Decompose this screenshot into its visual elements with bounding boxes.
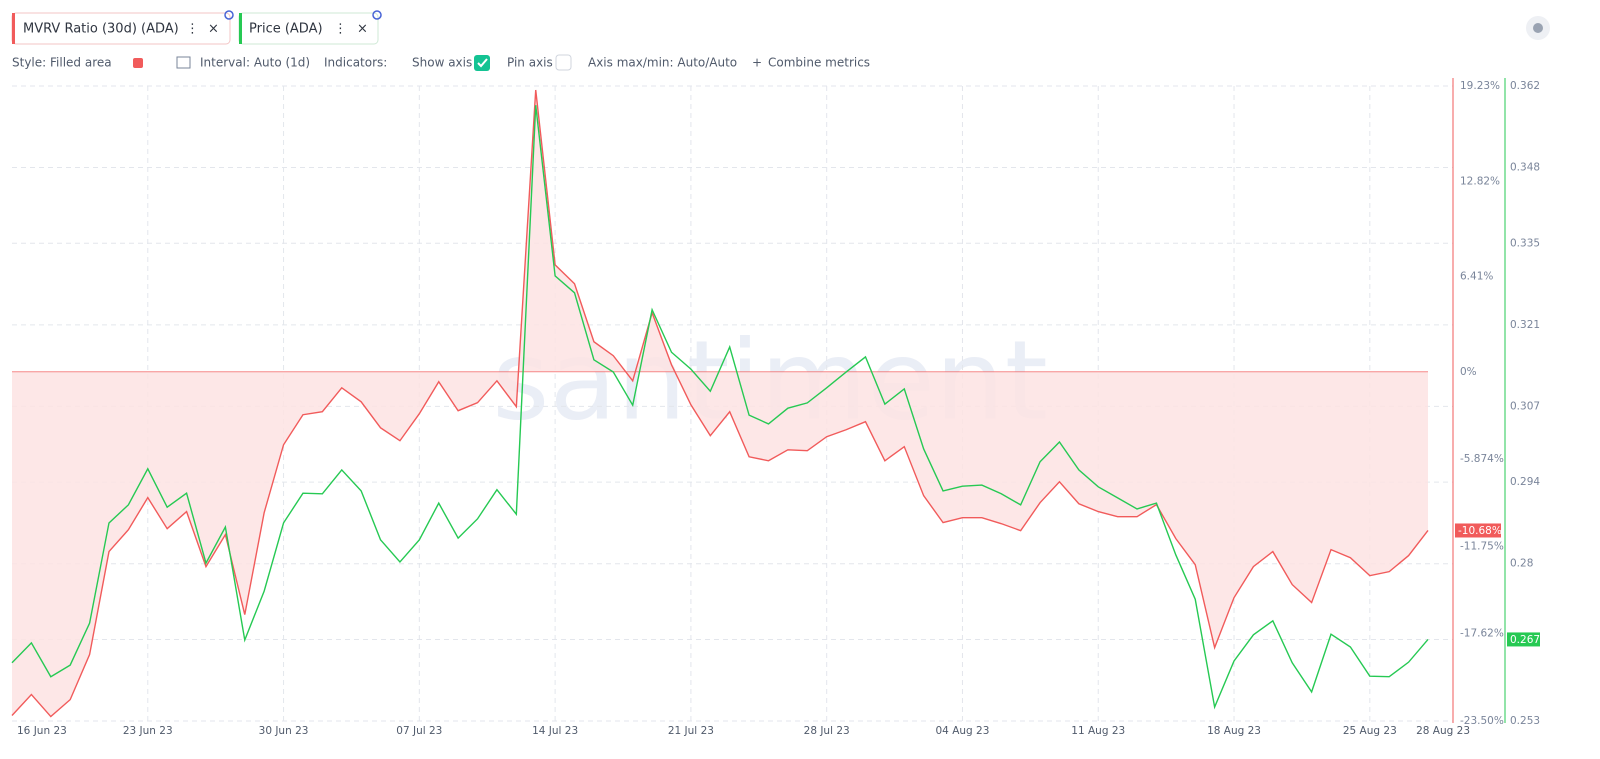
pin-axis-checkbox[interactable] — [555, 54, 572, 71]
show-axis-checkbox[interactable] — [474, 55, 490, 71]
y2-tick-label: 0.321 — [1510, 319, 1540, 331]
x-tick-label: 07 Jul 23 — [396, 725, 442, 737]
current-value-badge — [1507, 632, 1540, 647]
plus-icon: + — [752, 56, 762, 70]
settings-icon[interactable] — [372, 10, 382, 20]
y2-tick-label: 0.294 — [1510, 476, 1540, 488]
chip-close[interactable]: × — [357, 22, 368, 37]
y-tick-label: -5.874% — [1460, 453, 1504, 465]
y-tick-label: 12.82% — [1460, 175, 1500, 187]
series-line — [11, 89, 1429, 718]
x-tick-label: 16 Jun 23 — [17, 725, 67, 737]
x-tick-label: 18 Aug 23 — [1207, 725, 1261, 737]
current-value-label: 0.267 — [1510, 634, 1540, 646]
y2-tick-label: 0.348 — [1510, 162, 1540, 174]
pin-axis-label[interactable]: Pin axis — [507, 56, 553, 70]
x-tick-label: 11 Aug 23 — [1071, 725, 1125, 737]
y-tick-label: -23.50% — [1460, 715, 1504, 727]
y-tick-label: -11.75% — [1460, 540, 1504, 552]
x-tick-label: 30 Jun 23 — [259, 725, 309, 737]
check-mark — [477, 58, 488, 68]
area-fill — [12, 90, 1428, 717]
x-tick-label: 23 Jun 23 — [123, 725, 173, 737]
y-tick-label: 0% — [1460, 366, 1477, 378]
current-value-badge — [1455, 523, 1501, 538]
chip-menu[interactable]: ⋮ — [186, 22, 199, 37]
show-axis-label[interactable]: Show axis — [412, 56, 472, 70]
y2-tick-label: 0.335 — [1510, 237, 1540, 249]
y2-tick-label: 0.307 — [1510, 400, 1540, 412]
combine-metrics[interactable]: Combine metrics — [768, 56, 870, 70]
y2-tick-label: 0.253 — [1510, 715, 1540, 727]
x-tick-label: 28 Aug 23 — [1416, 725, 1470, 737]
chip-label: Price (ADA) — [249, 22, 323, 37]
indicators-select[interactable]: Indicators: — [324, 56, 387, 70]
chip-close[interactable]: × — [208, 22, 219, 37]
x-tick-label: 25 Aug 23 — [1343, 725, 1397, 737]
chip-label: MVRV Ratio (30d) (ADA) — [23, 22, 179, 37]
color-picker[interactable] — [133, 58, 143, 68]
x-tick-label: 21 Jul 23 — [668, 725, 714, 737]
theme-dot — [1533, 23, 1543, 33]
y-tick-label: -17.62% — [1460, 628, 1504, 640]
style-select[interactable]: Style: Filled area — [12, 56, 112, 70]
interval-icon — [176, 56, 191, 69]
x-tick-label: 14 Jul 23 — [532, 725, 578, 737]
y2-tick-label: 0.362 — [1510, 80, 1540, 92]
y2-tick-label: 0.28 — [1510, 558, 1533, 570]
x-tick-label: 28 Jul 23 — [804, 725, 850, 737]
interval-select[interactable]: Interval: Auto (1d) — [200, 56, 310, 70]
axis-minmax-select[interactable]: Axis max/min: Auto/Auto — [588, 56, 737, 70]
settings-icon[interactable] — [224, 10, 234, 20]
current-value-label: -10.68% — [1458, 525, 1502, 537]
metric-chip[interactable]: MVRV Ratio (30d) (ADA) ⋮ × — [11, 12, 231, 45]
x-tick-label: 04 Aug 23 — [936, 725, 990, 737]
series-line — [11, 105, 1429, 710]
y-tick-label: 19.23% — [1460, 80, 1500, 92]
metric-chip[interactable]: Price (ADA) ⋮ × — [238, 12, 379, 45]
plot: santiment0.3620.3480.3350.3210.3070.2940… — [11, 78, 1540, 737]
y-tick-label: 6.41% — [1460, 271, 1493, 283]
chip-menu[interactable]: ⋮ — [334, 22, 347, 37]
